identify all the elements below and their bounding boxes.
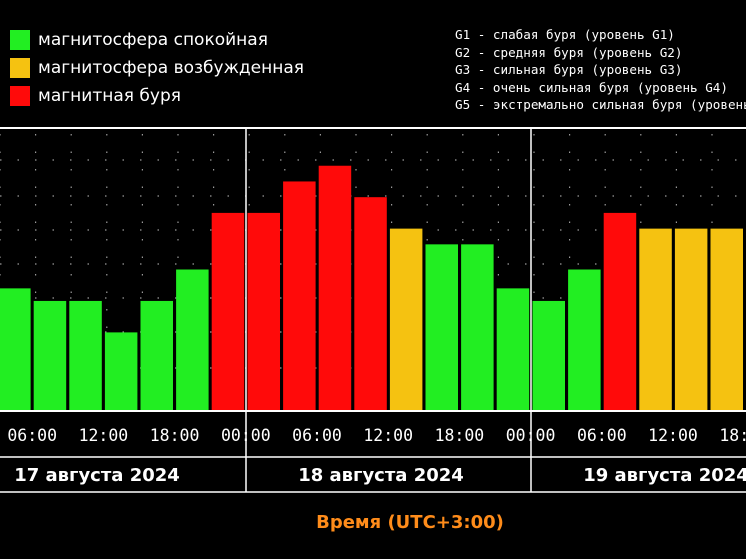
- storm-level-g2: G2 - средняя буря (уровень G2): [455, 44, 683, 60]
- bar-1: [0, 288, 31, 411]
- bar-2: [33, 300, 67, 411]
- bar-17: [568, 269, 601, 411]
- x-tick-label: 00:00: [221, 426, 271, 445]
- legend-swatch-excited: [10, 58, 30, 78]
- legend-label-excited: магнитосфера возбужденная: [38, 58, 304, 78]
- bar-7: [211, 212, 245, 411]
- x-tick-label: 06:00: [7, 426, 57, 445]
- storm-level-g3: G3 - сильная буря (уровень G3): [455, 62, 683, 77]
- bar-19: [639, 228, 672, 411]
- x-tick-label: 12:00: [648, 426, 698, 445]
- bars-layer: [0, 165, 743, 411]
- legend-swatch-calm: [10, 30, 30, 50]
- status-legend: магнитосфера спокойная магнитосфера возб…: [10, 26, 304, 110]
- date-label-2: 18 августа 2024: [298, 465, 464, 486]
- storm-level-g4: G4 - очень сильная буря (уровень G4): [455, 79, 728, 95]
- storm-level-legend: G1 - слабая буря (уровень G1) G2 - средн…: [455, 26, 746, 114]
- bar-21: [710, 228, 743, 411]
- date-labels: 17 августа 2024 18 августа 2024 19 августа…: [14, 465, 746, 486]
- x-axis-title: Время (UTC+3:00): [316, 512, 504, 533]
- x-tick-label: 18:00: [435, 426, 485, 445]
- bar-16: [532, 300, 565, 411]
- legend-item-excited: магнитосфера возбужденная: [10, 54, 304, 82]
- bar-3: [69, 300, 102, 411]
- bar-4: [104, 332, 138, 411]
- bar-15: [496, 288, 530, 411]
- x-tick-label: 06:00: [292, 426, 342, 445]
- x-tick-label: 12:00: [79, 426, 129, 445]
- date-label-1: 17 августа 2024: [14, 465, 180, 486]
- legend-item-storm: магнитная буря: [10, 82, 304, 110]
- bar-13: [425, 244, 458, 411]
- bar-6: [176, 269, 209, 411]
- frame-layer: [0, 127, 746, 493]
- x-tick-label: 06:00: [577, 426, 627, 445]
- bar-5: [140, 300, 173, 411]
- legend-label-calm: магнитосфера спокойная: [38, 30, 268, 50]
- bar-9: [283, 181, 316, 411]
- bar-11: [354, 197, 387, 411]
- tick-labels: 06:00 12:00 18:00 00:00 06:00 12:00 18:00 00:00…: [7, 426, 746, 445]
- x-tick-label: 00:00: [506, 426, 556, 445]
- bar-12: [389, 228, 423, 411]
- legend-label-storm: магнитная буря: [38, 86, 181, 106]
- x-tick-label: 12:00: [363, 426, 413, 445]
- storm-level-g5: G5 - экстремально сильная буря (уровень …: [455, 97, 746, 112]
- bar-20: [674, 228, 708, 411]
- x-tick-label: 18:00: [150, 426, 200, 445]
- legend-item-calm: магнитосфера спокойная: [10, 26, 304, 54]
- bar-10: [318, 165, 352, 411]
- bar-8: [247, 212, 280, 411]
- storm-level-g1: G1 - слабая буря (уровень G1): [455, 27, 675, 42]
- bar-14: [461, 244, 494, 411]
- date-label-3: 19 августа 2024: [583, 465, 746, 486]
- bar-18: [603, 212, 637, 411]
- x-tick-label: 18:00: [719, 426, 746, 445]
- legend-swatch-storm: [10, 86, 30, 106]
